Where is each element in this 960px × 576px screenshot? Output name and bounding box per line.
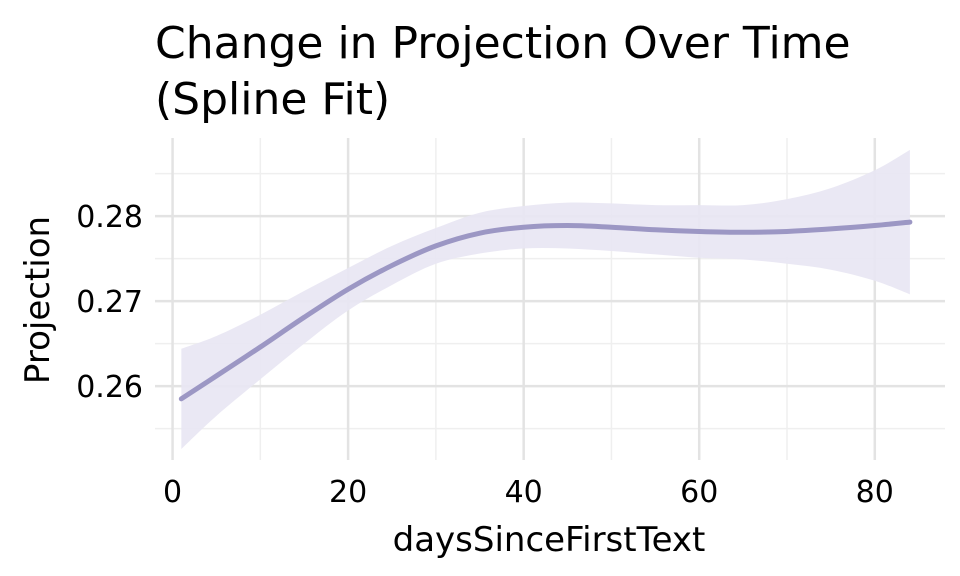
chart-title-line-1: Change in Projection Over Time [155,18,851,69]
y-tick-label: 0.26 [76,370,143,405]
plot-area [155,138,945,460]
spline-fit-line [178,219,913,402]
y-axis-title: Projection [18,216,58,384]
x-tick-label: 40 [505,475,543,510]
y-tick-label: 0.28 [76,200,143,235]
x-axis-title: daysSinceFirstText [393,520,706,560]
x-tick-label: 60 [680,475,718,510]
x-tick-label: 20 [329,475,367,510]
confidence-band [181,149,910,449]
y-tick-label: 0.27 [76,285,143,320]
x-tick-label: 80 [856,475,894,510]
x-axis-ticks: 0 20 40 60 80 [163,475,894,510]
chart-title-line-2: (Spline Fit) [155,74,390,125]
x-tick-label: 0 [163,475,182,510]
chart-title: Change in Projection Over Time (Spline F… [155,18,851,125]
y-axis-ticks: 0.26 0.27 0.28 [76,200,143,405]
